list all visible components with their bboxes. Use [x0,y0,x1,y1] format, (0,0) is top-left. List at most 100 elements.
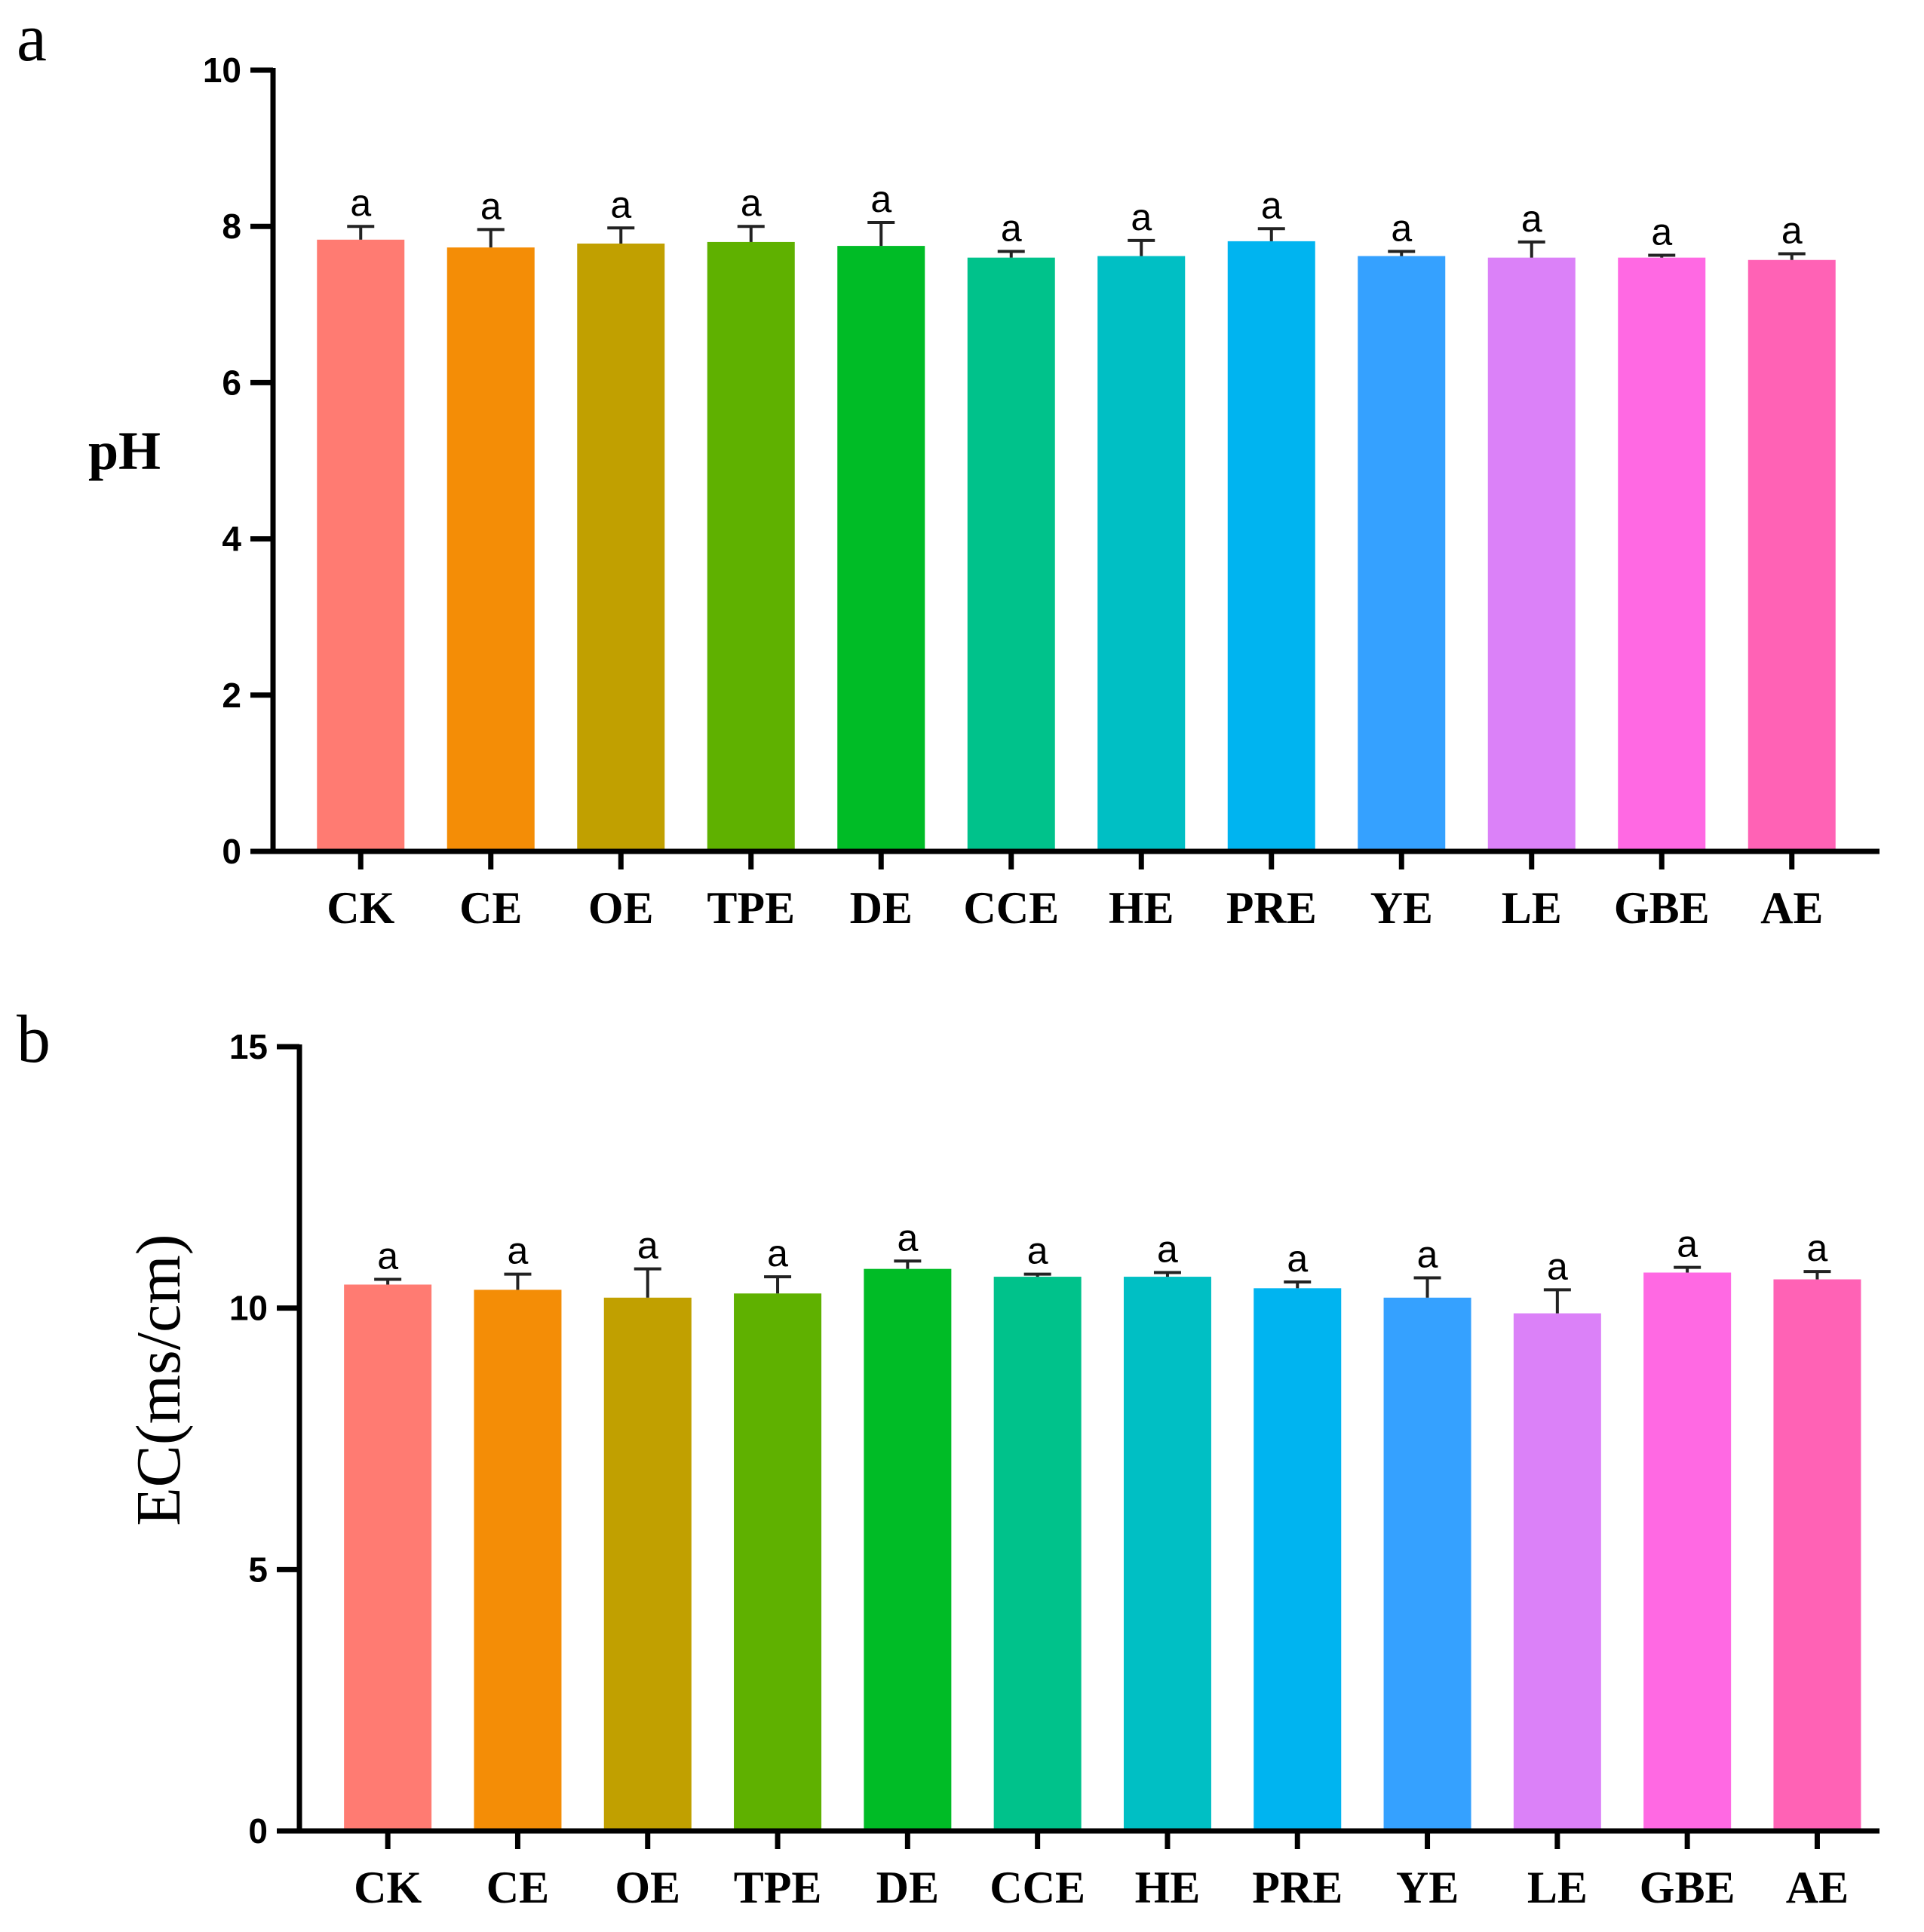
panel-a-sig-label-oe: a [610,183,631,225]
panel-a-x-tick-label-oe: OE [588,883,654,933]
panel-a-sig-label-de: a [870,178,891,220]
panel-b-sig-label-ye: a [1417,1233,1438,1275]
panel-b-x-tick-label-pre: PRE [1252,1863,1343,1912]
panel-b-x-tick-label-ce: CE [486,1863,549,1912]
panel-b-x-tick-label-he: HE [1135,1863,1201,1912]
panel-a-error-bar-tpe [737,225,765,242]
panel-a-error-bar-he [1128,238,1155,256]
panel-a-bar-oe [577,243,665,851]
panel-b-bar-ye [1383,1297,1471,1831]
panel-b-x-tick-label-ae: AE [1786,1863,1849,1912]
panel-b-error-bar-le [1543,1288,1571,1314]
panel-a-error-bar-gbe [1648,253,1676,258]
panel-a-x-tick-label-tpe: TPE [707,883,795,933]
panel-b-x-tick-label-de: DE [876,1863,939,1912]
panel-b-label: b [17,1002,51,1077]
panel-a-x-tick-label-le: LE [1502,883,1562,933]
panel-a-sig-label-pre: a [1261,184,1282,226]
panel-b-error-bar-de [894,1259,922,1269]
panel-b-plot: a CK a CE a OE a TPE a DE a CCE a HE a PRE a YE a LE a GBE a AE… [229,1027,1880,1912]
panel-a-label: a [17,1,47,75]
panel-b-x-tick-label-gbe: GBE [1640,1863,1735,1912]
panel-a-sig-label-ae: a [1781,209,1803,251]
panel-b-error-bar-ae [1803,1270,1831,1280]
panel-b-x-tick-label-ck: CK [354,1863,422,1912]
panel-a-y-tick-label-8: 8 [222,207,241,246]
panel-b-error-bar-ce [504,1272,532,1290]
panel-b-y-tick-label-0: 0 [248,1811,268,1851]
panel-a-x-tick-label-gbe: GBE [1614,883,1710,933]
panel-a-bar-de [837,246,925,852]
panel-b-error-bar-ye [1413,1276,1441,1298]
panel-a-sig-label-he: a [1131,196,1152,238]
panel-a-bar-ae [1748,259,1836,851]
panel-a-bar-ck [317,239,405,851]
panel-a-bar-cce [967,257,1055,851]
panel-b-bar-le [1513,1313,1601,1831]
panel-b-x-tick-label-le: LE [1527,1863,1588,1912]
panel-a-x-tick-label-ce: CE [459,883,522,933]
panel-b-bar-oe [603,1297,692,1831]
panel-b-sig-label-oe: a [637,1225,658,1267]
panel-b-y-tick-label-15: 15 [229,1027,268,1066]
panel-a-sig-label-ck: a [350,182,371,224]
panel-a-y-tick-label-2: 2 [222,676,241,715]
panel-a-sig-label-cce: a [1001,207,1022,249]
panel-a-bar-he [1097,256,1186,851]
panel-b-error-bar-oe [634,1267,661,1298]
panel-b-sig-label-he: a [1157,1228,1178,1271]
panel-b-error-bar-tpe [764,1275,792,1294]
panel-a-sig-label-ce: a [480,185,502,227]
panel-a-x-tick-label-de: DE [850,883,913,933]
panel-b-bar-ce [474,1290,562,1831]
panel-b-bar-ae [1773,1279,1861,1831]
panel-b-x-tick-label-ye: YE [1396,1863,1459,1912]
panel-a-y-tick-label-0: 0 [222,832,241,871]
panel-b-x-tick-label-cce: CCE [990,1863,1085,1912]
panel-b-error-bar-cce [1023,1272,1051,1277]
panel-b-bar-cce [993,1277,1082,1831]
panel-b-sig-label-ce: a [508,1230,529,1272]
panel-a-x-tick-label-he: HE [1109,883,1174,933]
panel-a-error-bar-oe [607,226,635,244]
panel-a-error-bar-ae [1778,252,1806,260]
panel-a-y-axis-label: pH [88,421,161,481]
panel-b-sig-label-le: a [1547,1245,1568,1287]
panel-a-sig-label-tpe: a [741,182,762,224]
panel-a-error-bar-cce [997,250,1025,258]
panel-a-x-tick-label-ae: AE [1760,883,1823,933]
panel-a-plot: a CK a CE a OE a TPE a DE a CCE a HE a PRE a YE a LE a GBE a AE… [203,51,1880,933]
panel-a-bar-le [1487,257,1576,851]
panel-b-error-bar-he [1153,1271,1181,1277]
panel-b-sig-label-cce: a [1027,1230,1048,1272]
panel-b-y-tick-label-5: 5 [248,1550,268,1589]
panel-a-x-tick-label-ck: CK [327,883,394,933]
panel-b-error-bar-gbe [1674,1265,1702,1273]
panel-a-bar-pre [1227,241,1315,851]
panel-a-error-bar-le [1517,240,1545,258]
panel-b-error-bar-pre [1284,1280,1312,1289]
panel-a-x-tick-label-ye: YE [1370,883,1433,933]
panel-a-x-tick-label-cce: CCE [963,883,1059,933]
panel-a-sig-label-le: a [1521,198,1542,240]
panel-a: a pH a CK a CE a OE a TPE a DE a CCE a HE a PRE a YE a LE a G… [17,1,1880,933]
panel-b: b EC(ms/cm) aCKaCEaOEaTPEaDEaCCEaHEaPREa… [17,1002,1880,1912]
panel-b-sig-label-ae: a [1807,1227,1828,1269]
panel-a-error-bar-ce [477,228,505,248]
panel-a-y-tick-label-4: 4 [222,520,241,559]
panel-b-x-tick-label-oe: OE [615,1863,680,1912]
panel-a-error-bar-ye [1388,250,1416,256]
panel-a-bar-gbe [1618,257,1706,851]
panel-b-bar-he [1123,1277,1211,1831]
panel-a-bar-ye [1358,256,1446,851]
panel-b-bar-pre [1254,1288,1342,1831]
panel-b-bar-de [864,1268,952,1831]
panel-a-bar-tpe [707,241,795,851]
panel-b-bar-gbe [1643,1272,1732,1831]
panel-a-sig-label-gbe: a [1651,211,1672,253]
panel-b-x-tick-label-tpe: TPE [734,1863,822,1912]
panel-b-sig-label-de: a [897,1216,918,1259]
panel-b-bar-ck [344,1284,432,1831]
panel-b-sig-label-pre: a [1287,1237,1308,1280]
